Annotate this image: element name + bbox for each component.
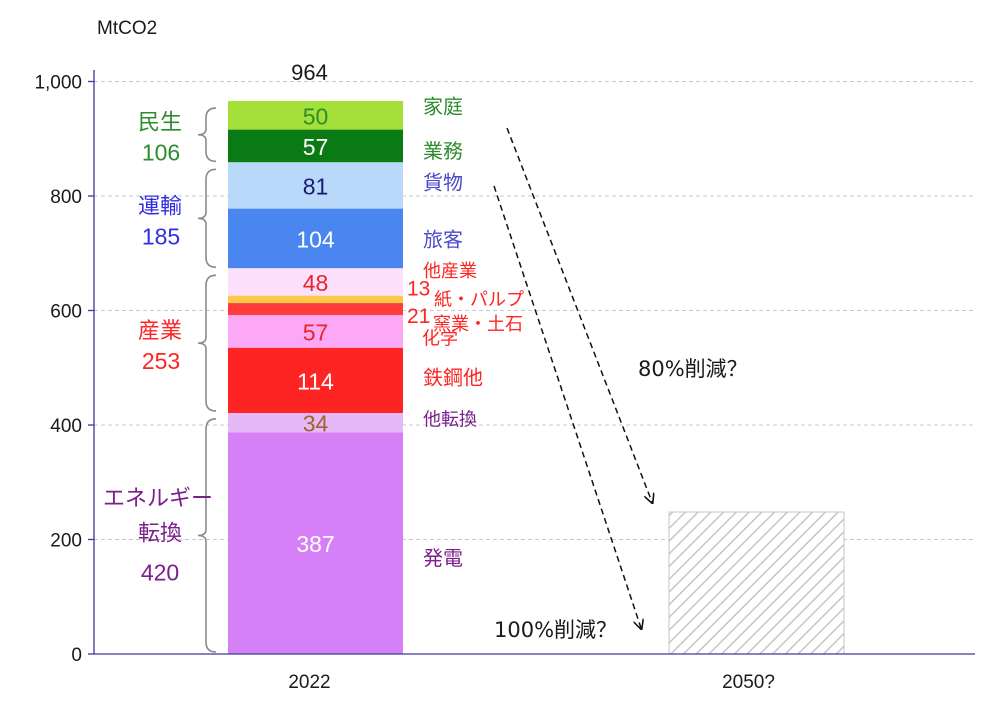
value-label: 57 [303, 319, 329, 345]
bar-segment [228, 100, 403, 130]
segment-name: 旅客 [423, 227, 463, 251]
x-tick-label: 2022 [288, 672, 330, 693]
arrow-100 [493, 185, 641, 628]
bar-segment [228, 432, 403, 654]
segment-name: 化学 [422, 328, 458, 349]
group-name: 産業 [138, 319, 182, 344]
value-label: 21 [407, 305, 430, 328]
y-tick-label: 400 [50, 416, 82, 437]
value-label: 50 [303, 103, 329, 129]
annotation-100: 100%削減？ [494, 618, 617, 642]
value-label: 48 [303, 270, 329, 296]
y-tick-label: 800 [50, 187, 82, 208]
segment-name: 家庭 [423, 94, 463, 118]
group-total: 420 [141, 559, 179, 585]
x-tick-label: 2050? [722, 672, 775, 693]
value-label: 104 [296, 226, 335, 252]
bar-segment [228, 315, 403, 348]
segment-name: 紙・パルプ [434, 289, 524, 310]
bar-segment [228, 412, 403, 433]
segment-name: 他産業 [423, 261, 477, 282]
group-name: 転換 [138, 521, 182, 546]
group-brace [197, 107, 217, 163]
bar-segment [228, 303, 403, 316]
bar-segment [228, 347, 403, 413]
group-total: 253 [142, 348, 180, 374]
group-name: エネルギー [103, 486, 213, 511]
group-name: 民生 [138, 111, 182, 136]
y-axis-unit: MtCO2 [97, 18, 157, 39]
group-brace [197, 274, 217, 412]
y-tick-label: 200 [50, 531, 82, 552]
group-brace [197, 418, 217, 653]
group-name: 運輸 [138, 194, 182, 219]
bar-stack-2022 [228, 100, 403, 654]
segment-name: 鉄鋼他 [423, 365, 483, 389]
y-tick-label: 600 [50, 302, 82, 323]
grid [94, 81, 975, 540]
segment-name: 貨物 [423, 170, 463, 194]
segment-name: 発電 [423, 546, 463, 570]
bar-segment [228, 162, 403, 209]
value-label: 114 [297, 368, 334, 394]
segment-name: 業務 [423, 139, 463, 163]
bar-segment [228, 268, 403, 296]
value-label: 387 [296, 531, 334, 557]
group-total: 185 [142, 223, 180, 249]
bar-segment [228, 208, 403, 269]
bar-segment [228, 129, 403, 163]
y-axis: 0 200 400 600 800 1,000 [34, 73, 94, 666]
group-total: 106 [142, 140, 180, 166]
arrow-80 [506, 127, 652, 502]
y-tick-label: 1,000 [34, 73, 82, 94]
group-brace [197, 168, 217, 269]
segment-name: 他転換 [423, 410, 477, 431]
value-label: 81 [303, 173, 329, 199]
bar-2050 [668, 511, 845, 655]
total-label: 964 [291, 60, 328, 85]
bar-segment [228, 295, 403, 304]
segment-name: 窯業・土石 [433, 314, 523, 335]
value-label: 57 [303, 134, 329, 160]
annotation-80: 80%削減？ [638, 357, 748, 381]
y-tick-label: 0 [71, 645, 82, 666]
value-label: 34 [303, 411, 329, 437]
segment-labels: 387 34 114 57 21 13 48 104 81 57 50 発電 他転換 鉄鋼他 化学窯業・土石… [296, 94, 524, 570]
value-label: 13 [407, 277, 430, 300]
